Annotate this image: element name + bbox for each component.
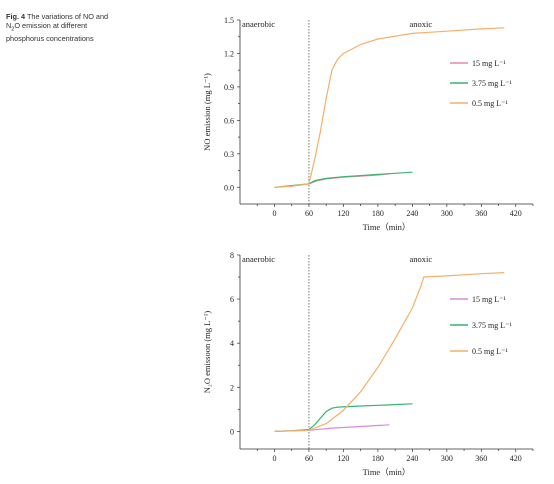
no-x-tick-label: 60 [305,209,313,218]
n2o-x-tick-label: 180 [372,454,384,463]
n2o-x-tick-label: 0 [272,454,276,463]
no-y-tick-label: 0.9 [224,83,234,92]
no-y-tick-label: 1.2 [224,49,234,58]
n2o-x-tick-label: 360 [475,454,487,463]
caption-line-2-post: O emission at different [14,21,88,30]
no-legend-label: 3.75 mg L⁻¹ [472,79,512,88]
n2o-x-tick-label: 300 [441,454,453,463]
no-anaerobic-label: anaerobic [242,19,275,29]
caption-line-1: The variations of NO and [26,12,109,21]
no-y-tick-label: 0.3 [224,150,234,159]
n2o-emission-chart: 0 60 120 180 240 300 360 420 0 2 4 6 8 Time（min） N₂O e… [202,251,534,477]
no-y-tick-label: 1.5 [224,16,234,25]
n2o-y-axis-title: N₂O emissoon (mg L⁻¹) [202,311,212,394]
n2o-legend-label: 15 mg L⁻¹ [472,295,506,304]
no-series-line-3 [274,27,505,188]
caption-line-2-sub: 2 [11,26,15,33]
figure-caption: Fig. 4 The variations of NO and N2O emis… [6,12,166,43]
figure-label: Fig. 4 [6,12,26,21]
no-x-tick-label: 300 [441,209,453,218]
n2o-x-axis-title: Time（min） [363,467,411,477]
n2o-y-tick-label: 2 [230,383,234,392]
no-legend-label: 15 mg L⁻¹ [472,59,506,68]
n2o-y-tick-label: 6 [230,295,234,304]
no-series-line-2 [274,171,413,188]
n2o-legend-label: 0.5 mg L⁻¹ [472,347,508,356]
no-x-axis-title: Time（min） [363,222,411,232]
no-x-tick-label: 240 [406,209,418,218]
no-x-tick-label: 0 [272,209,276,218]
no-legend-label: 0.5 mg L⁻¹ [472,99,508,108]
n2o-legend-label: 3.75 mg L⁻¹ [472,321,512,330]
no-anoxic-label: anoxic [409,19,432,29]
n2o-y-tick-label: 8 [230,251,234,260]
n2o-x-tick-label: 420 [510,454,522,463]
no-x-tick-label: 420 [510,209,522,218]
no-y-axis-title: NO emission (mg L⁻¹) [202,73,212,151]
n2o-x-tick-label: 60 [305,454,313,463]
n2o-anaerobic-label: anaerobic [242,254,275,264]
no-x-tick-label: 180 [372,209,384,218]
n2o-x-tick-label: 240 [406,454,418,463]
caption-line-2-pre: N [6,21,12,30]
no-emission-chart: 0 60 120 180 240 300 360 420 0.0 0.3 0.6 0.9 1.2 1.5 T… [202,16,534,232]
n2o-y-tick-label: 0 [230,427,234,436]
no-y-tick-label: 0.6 [224,116,234,125]
n2o-y-tick-label: 4 [230,339,234,348]
n2o-anoxic-label: anoxic [409,254,432,264]
no-y-tick-label: 0.0 [224,183,234,192]
caption-line-3: phosphorus concentrations [6,34,94,44]
no-x-tick-label: 360 [475,209,487,218]
n2o-x-tick-label: 120 [337,454,349,463]
no-x-tick-label: 120 [337,209,349,218]
n2o-series-line-3 [274,272,505,432]
